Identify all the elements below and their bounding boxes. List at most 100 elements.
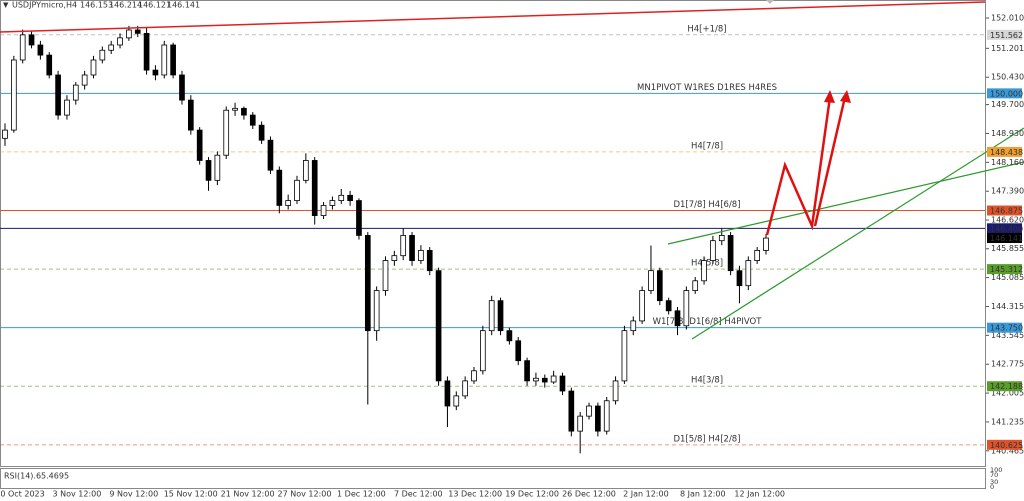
quote-value: 146.121	[138, 1, 171, 10]
candle-body	[179, 74, 185, 101]
candle-body	[99, 49, 106, 61]
quote-value: 146.153	[80, 1, 113, 10]
trend-line	[0, 1, 986, 33]
candle-body	[303, 160, 309, 181]
candle-body	[683, 290, 690, 327]
candle-body	[506, 330, 513, 342]
quote-value: 146.141	[167, 1, 200, 10]
candle-body	[400, 235, 407, 257]
candle-body	[488, 300, 495, 332]
price-box	[987, 88, 1022, 99]
candle-body	[356, 200, 362, 236]
price-label: 143.750	[990, 324, 1023, 333]
candle-body	[480, 330, 486, 372]
x-tick-label: 12 Jan 12:00	[734, 490, 785, 499]
candle-body	[603, 400, 610, 432]
candle-body	[710, 240, 716, 261]
y-tick-label: 145.855	[991, 244, 1024, 253]
level-text: H4[7/8]	[691, 141, 723, 151]
x-tick-label: 2 Jan 12:00	[623, 490, 669, 499]
price-box	[987, 439, 1022, 450]
level-text: D1[7/8] H4[6/8]	[673, 200, 740, 210]
candle-body	[276, 169, 283, 206]
candle-body	[72, 84, 79, 101]
candle-body	[46, 54, 53, 76]
candle-body	[701, 260, 707, 282]
levels: H4[+1/8] MN1PIVOT W1RES D1RES H4RES H4[7/8…	[0, 24, 985, 446]
price-label: 146.875	[990, 207, 1023, 216]
x-tick-label: 1 Dec 12:00	[337, 490, 386, 499]
candle-body	[205, 160, 212, 181]
candle-body	[152, 69, 159, 76]
rsi-tick-label: 70	[990, 471, 998, 479]
candle-body	[763, 237, 769, 251]
candle-body	[736, 270, 743, 287]
candle-body	[329, 200, 336, 206]
price-box	[987, 233, 1022, 244]
candle-body	[497, 300, 504, 332]
x-tick-label: 3 Nov 12:00	[52, 490, 101, 499]
y-tick-label: 144.315	[991, 302, 1024, 311]
level-text: H4[+1/8]	[687, 24, 726, 34]
y-tick-label: 142.775	[991, 360, 1024, 369]
candle-body	[2, 129, 8, 139]
price-label: 146.400	[990, 224, 1023, 233]
candle-body	[347, 194, 353, 201]
forecast-arrow	[765, 96, 832, 236]
candle-body	[595, 405, 601, 432]
candle-body	[718, 235, 725, 242]
candle-body	[37, 44, 44, 56]
trend-line	[691, 127, 1024, 340]
rsi-tick-label: 30	[990, 478, 998, 486]
candle-body	[170, 44, 176, 76]
price-box	[987, 322, 1022, 333]
candle-body	[674, 310, 681, 327]
candle-body	[462, 380, 468, 397]
candle-body	[232, 107, 238, 111]
header: ▼ USDJPYmicro,H4 146.153146.214146.12114…	[3, 1, 200, 10]
candle-body	[577, 415, 584, 432]
candle-body	[409, 235, 415, 261]
candles	[2, 25, 769, 454]
candle-body	[754, 250, 760, 261]
candle-body	[639, 290, 645, 322]
level-text: MN1PIVOT W1RES D1RES H4RES	[637, 83, 777, 93]
candle-body	[19, 34, 26, 61]
price-label: 146.141	[990, 234, 1023, 243]
candle-body	[11, 59, 17, 131]
candle-body	[143, 32, 150, 71]
candle-body	[161, 44, 168, 76]
trend-line	[667, 161, 1024, 245]
candle-body	[117, 37, 123, 46]
candle-body	[524, 360, 530, 382]
price-label: 145.312	[990, 265, 1023, 274]
candle-body	[550, 375, 557, 383]
x-tick-label: 30 Oct 2023	[0, 490, 45, 499]
arrow-head	[824, 90, 835, 103]
candle-body	[621, 330, 628, 382]
x-tick-label: 8 Jan 12:00	[680, 490, 726, 499]
candle-body	[90, 59, 97, 76]
candle-body	[108, 44, 115, 51]
candle-body	[382, 260, 389, 291]
x-tick-label: 7 Dec 12:00	[394, 490, 443, 499]
y-tick-label: 149.700	[991, 100, 1024, 109]
x-tick-label: 13 Dec 12:00	[448, 490, 502, 499]
candle-body	[364, 235, 371, 332]
y-tick-label: 145.085	[991, 273, 1024, 282]
candle-body	[338, 194, 345, 201]
marker	[766, 0, 774, 4]
level-text: W1[7/8] D1[6/8] H4PIVOT	[653, 317, 763, 327]
candle-body	[81, 74, 88, 86]
candle-body	[727, 235, 734, 272]
candle-body	[435, 270, 442, 382]
x-tick-label: 19 Dec 12:00	[505, 490, 559, 499]
candle-body	[471, 370, 477, 382]
quote-value: 146.214	[109, 1, 142, 10]
y-tick-label: 146.620	[991, 216, 1024, 225]
y-tick-label: 140.465	[991, 446, 1024, 455]
candle-body	[214, 154, 221, 181]
candle-body	[126, 29, 132, 39]
candle-body	[541, 377, 548, 383]
